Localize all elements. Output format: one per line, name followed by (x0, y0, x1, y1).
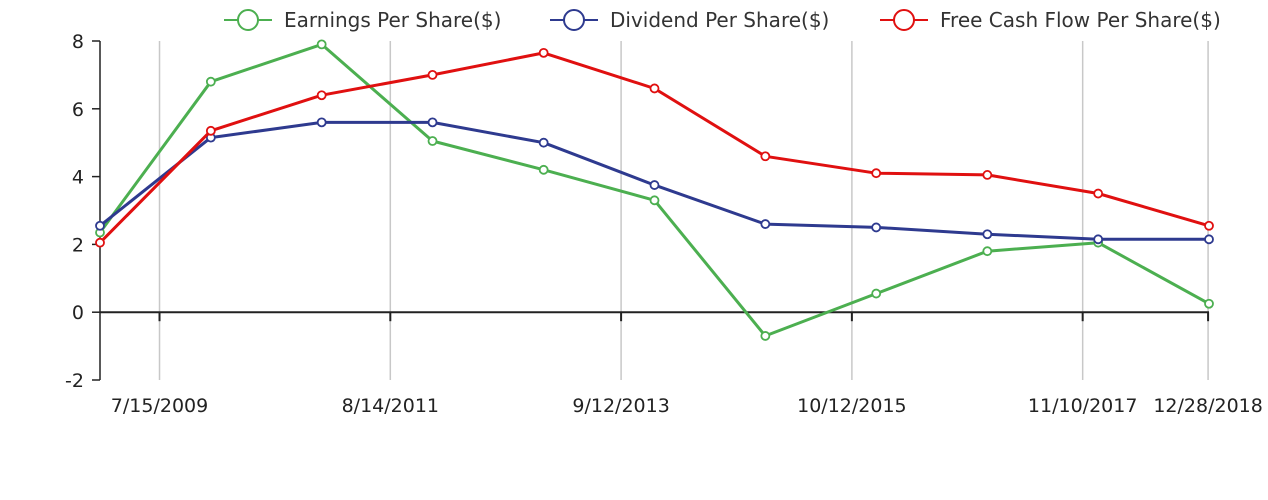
data-point (760, 151, 771, 162)
x-tick-label: 10/12/2015 (797, 395, 907, 417)
y-tick-label: 6 (72, 99, 84, 121)
data-point (649, 180, 660, 190)
legend-marker (237, 9, 259, 31)
data-point (1204, 298, 1214, 309)
data-point (1204, 234, 1214, 245)
series-line (98, 51, 1210, 244)
x-tick-label: 12/28/2018 (1153, 395, 1263, 417)
x-tick-label: 11/10/2017 (1028, 395, 1138, 417)
data-point (871, 168, 882, 179)
legend[interactable]: Earnings Per Share($) Dividend Per Share(… (224, 8, 1221, 32)
legend-item[interactable]: Earnings Per Share($) (224, 8, 501, 32)
legend-item[interactable]: Dividend Per Share($) (550, 8, 829, 32)
data-point (1204, 220, 1214, 231)
x-tick-label: 9/12/2013 (572, 395, 669, 417)
series-lines (95, 39, 1214, 341)
legend-marker (893, 9, 915, 31)
y-tick-label: 8 (72, 31, 84, 53)
data-point (982, 246, 993, 257)
data-point (205, 125, 216, 136)
data-point (982, 170, 993, 180)
y-tick-label: -2 (65, 370, 84, 392)
data-point (760, 331, 771, 341)
data-point (95, 237, 105, 248)
data-point (760, 219, 771, 229)
legend-marker (563, 9, 585, 31)
data-point (427, 70, 438, 80)
x-tick-label: 8/14/2011 (342, 395, 439, 417)
legend-label: Earnings Per Share($) (284, 8, 501, 32)
axes: 7/15/2009 8/14/2011 9/12/2013 10/12/2015 11/… (65, 31, 1263, 417)
y-tick-label: 2 (72, 234, 84, 256)
data-point (649, 83, 660, 94)
legend-item[interactable]: Free Cash Flow Per Share($) (880, 8, 1221, 32)
y-tick-label: 4 (72, 167, 84, 189)
data-point (316, 90, 327, 101)
legend-label: Dividend Per Share($) (610, 8, 829, 32)
x-tick-label: 7/15/2009 (111, 395, 208, 417)
data-point (649, 195, 660, 206)
data-point (427, 117, 438, 128)
data-point (316, 117, 327, 128)
data-point (538, 164, 549, 175)
data-point (95, 220, 105, 231)
data-point (538, 47, 549, 58)
data-point (427, 136, 438, 146)
grid-lines (158, 41, 1209, 380)
data-point (316, 39, 327, 50)
data-point (205, 76, 216, 87)
data-point (1093, 188, 1104, 199)
y-tick-label: 0 (72, 302, 84, 324)
data-point (871, 288, 882, 299)
data-point (982, 229, 993, 240)
data-point (538, 137, 549, 148)
data-point (1093, 234, 1104, 245)
data-point (871, 222, 882, 233)
legend-label: Free Cash Flow Per Share($) (940, 8, 1221, 32)
